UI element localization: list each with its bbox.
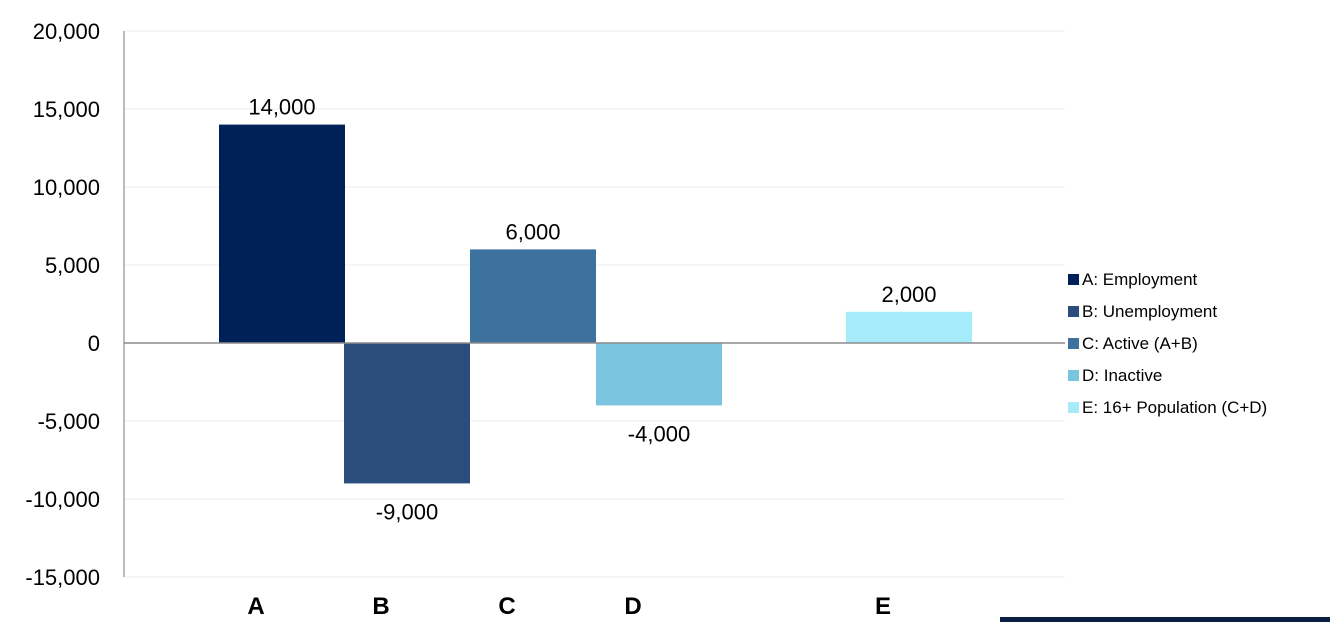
y-tick-label: -5,000 xyxy=(38,409,100,434)
x-tick-label-d: D xyxy=(624,593,641,620)
data-label-a: 14,000 xyxy=(248,95,315,120)
bar-e xyxy=(846,311,972,343)
bar-a xyxy=(219,124,345,343)
legend-label: B: Unemployment xyxy=(1082,302,1217,321)
data-label-c: 6,000 xyxy=(505,219,560,244)
legend-swatch xyxy=(1068,306,1079,317)
legend: A: Employment B: Unemployment C: Active (A… xyxy=(1068,270,1267,417)
data-label-d: -4,000 xyxy=(628,421,690,446)
legend-swatch xyxy=(1068,402,1079,413)
bar-d xyxy=(596,343,722,406)
legend-swatch xyxy=(1068,274,1079,285)
bar-c xyxy=(470,249,596,343)
x-axis-tick-labels: A B C D E xyxy=(247,593,891,620)
y-tick-label: 15,000 xyxy=(33,97,100,122)
bars xyxy=(219,124,972,484)
x-tick-label-c: C xyxy=(498,593,515,620)
axes xyxy=(123,31,1065,577)
y-axis-tick-labels: 20,000 15,000 10,000 5,000 0 -5,000 -10,000 -15… xyxy=(25,19,100,590)
y-tick-label: 5,000 xyxy=(45,253,100,278)
x-tick-label-b: B xyxy=(372,593,389,620)
legend-label: D: Inactive xyxy=(1082,366,1162,385)
y-tick-label: 10,000 xyxy=(33,175,100,200)
legend-label: A: Employment xyxy=(1082,270,1198,289)
data-label-b: -9,000 xyxy=(376,499,438,524)
y-tick-label: -10,000 xyxy=(25,487,100,512)
x-tick-label-a: A xyxy=(247,593,264,620)
data-labels: 14,000 -9,000 6,000 -4,000 2,000 xyxy=(248,95,936,525)
legend-label: E: 16+ Population (C+D) xyxy=(1082,398,1267,417)
y-tick-label: 0 xyxy=(88,331,100,356)
legend-swatch xyxy=(1068,338,1079,349)
data-label-e: 2,000 xyxy=(881,282,936,307)
bar-b xyxy=(344,343,470,484)
footer-accent-bar xyxy=(1000,617,1330,622)
legend-label: C: Active (A+B) xyxy=(1082,334,1198,353)
x-tick-label-e: E xyxy=(875,593,891,620)
y-tick-label: 20,000 xyxy=(33,19,100,44)
legend-swatch xyxy=(1068,370,1079,381)
y-tick-label: -15,000 xyxy=(25,565,100,590)
